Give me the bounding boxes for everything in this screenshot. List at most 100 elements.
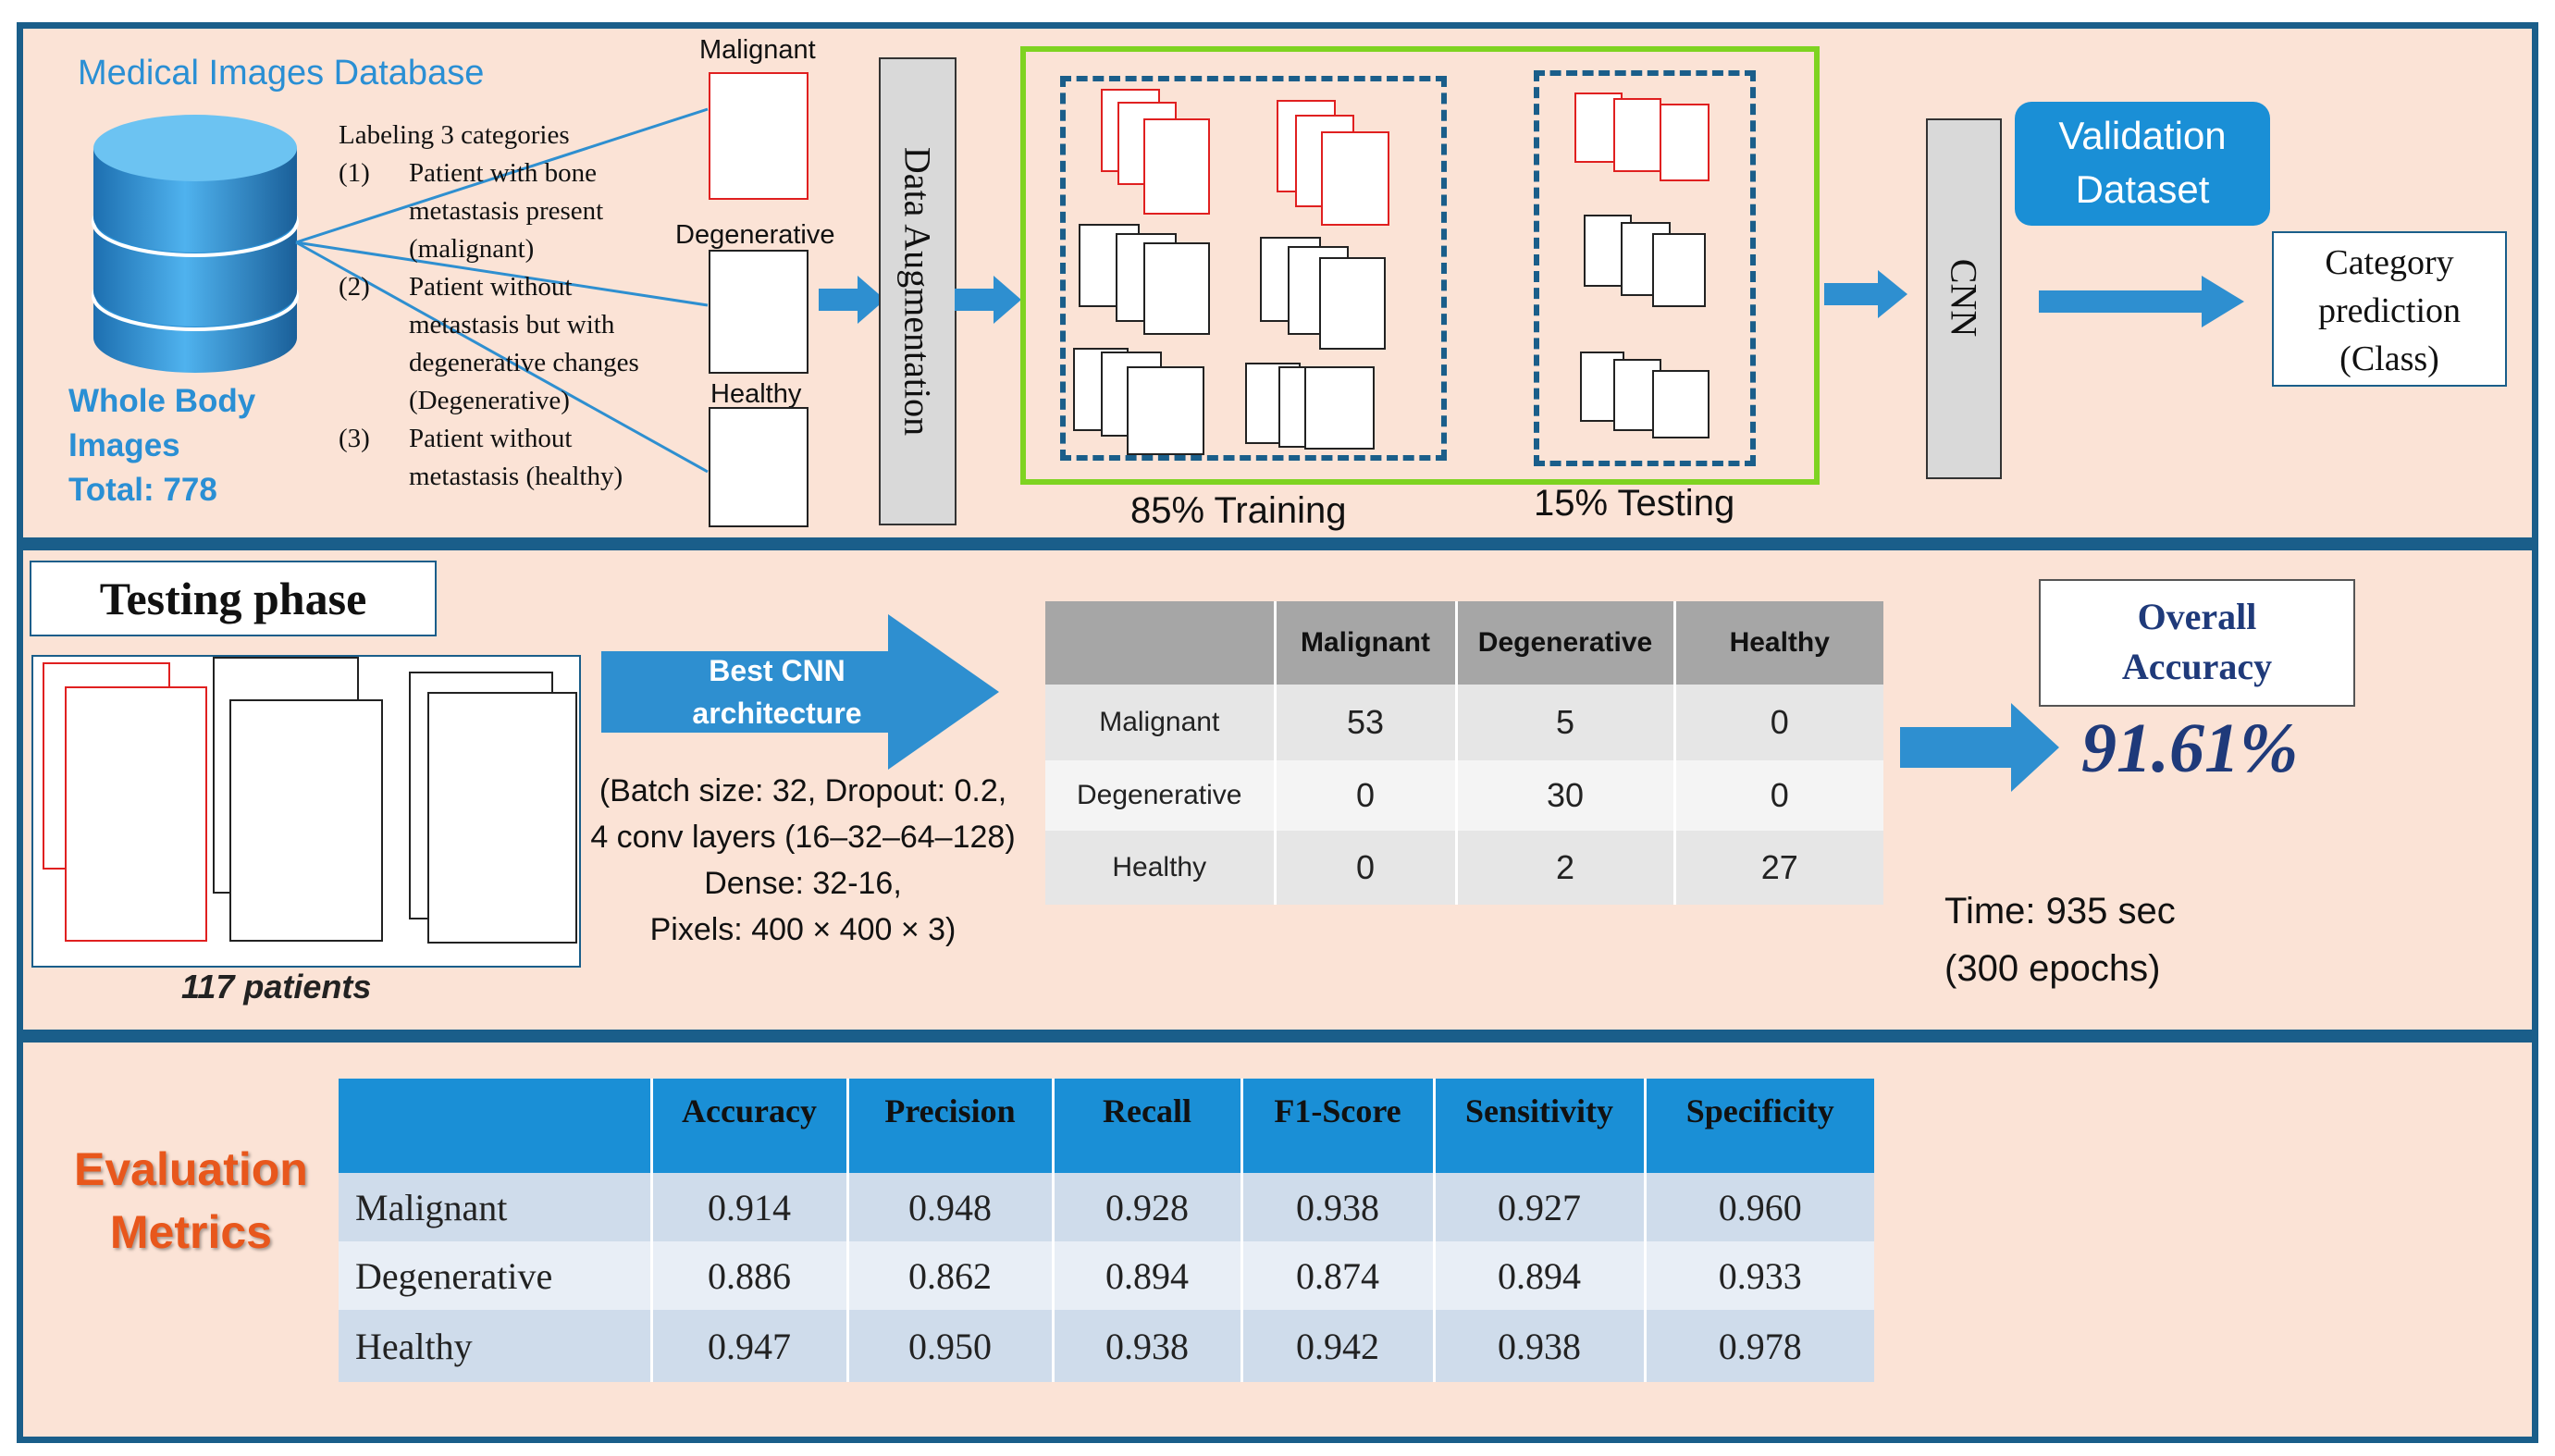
db-caption: Whole Body Images Total: 778 — [68, 383, 256, 508]
confusion-row-label: Malignant — [1045, 685, 1277, 760]
confusion-row-label: Degenerative — [1045, 760, 1277, 831]
db-title: Medical Images Database — [78, 54, 485, 93]
confusion-cell: 0 — [1275, 760, 1458, 831]
training-label: 85% Training — [1130, 490, 1347, 531]
metrics-cell: 0.894 — [1434, 1241, 1647, 1310]
confusion-header-cell — [1045, 601, 1277, 685]
metrics-cell: 0.933 — [1718, 1254, 1802, 1297]
thumb-label-degenerative: Degenerative — [675, 220, 835, 250]
metrics-cell: 0.874 — [1241, 1241, 1436, 1310]
database-icon — [92, 115, 299, 373]
training-scan-thumb — [1143, 242, 1210, 335]
arrow-to-prediction — [2039, 276, 2244, 327]
testing-set-box — [1534, 70, 1756, 466]
metrics-header-cell: Accuracy — [651, 1079, 849, 1173]
metrics-cell: 0.862 — [847, 1241, 1055, 1310]
confusion-cell: 30 — [1456, 760, 1676, 831]
augmentation-label: Data Augmentation — [896, 146, 939, 437]
confusion-row: Healthy 0 2 27 — [1045, 831, 1883, 905]
test-scan-thumb — [65, 686, 207, 942]
best-cnn-arrow — [601, 614, 999, 770]
testing-scan-thumb — [1652, 233, 1706, 307]
metrics-row: Malignant 0.914 0.948 0.928 0.938 0.927 … — [339, 1173, 1874, 1241]
test-scan-thumb — [229, 699, 383, 942]
metrics-cell: 0.948 — [847, 1173, 1055, 1241]
confusion-cell: 0 — [1275, 831, 1458, 905]
db-connector-lines — [295, 107, 709, 474]
test-scan-thumb — [427, 692, 577, 944]
cnn-label: CNN — [1943, 258, 1985, 338]
labeling-item-3: (3) Patient without metastasis (healthy) — [339, 424, 623, 491]
metrics-cell: 0.938 — [1241, 1173, 1436, 1241]
confusion-header-cell: Healthy — [1729, 627, 1830, 658]
confusion-header-cell: Degenerative — [1456, 601, 1676, 685]
confusion-cell: 27 — [1760, 848, 1798, 886]
confusion-header-cell: Malignant — [1275, 601, 1458, 685]
metrics-header-cell — [339, 1079, 653, 1173]
metrics-header-cell: Recall — [1053, 1079, 1243, 1173]
metrics-row-label: Healthy — [339, 1310, 653, 1382]
confusion-row: Degenerative 0 30 0 — [1045, 760, 1883, 831]
metrics-row: Degenerative 0.886 0.862 0.894 0.874 0.8… — [339, 1241, 1874, 1310]
metrics-header-cell: F1-Score — [1241, 1079, 1436, 1173]
validation-dataset-box: Validation Dataset — [2015, 102, 2270, 226]
patients-caption: 117 patients — [181, 968, 372, 1006]
confusion-cell: 0 — [1770, 776, 1789, 814]
labeling-item-1: (1) Patient with bone metastasis present… — [339, 158, 604, 264]
metrics-header-cell: Precision — [847, 1079, 1055, 1173]
labeling-text: Labeling 3 categories (1) Patient with b… — [339, 117, 690, 496]
confusion-cell: 53 — [1275, 685, 1458, 760]
metrics-cell: 0.886 — [651, 1241, 849, 1310]
arrow-to-cnn — [1824, 270, 1907, 318]
metrics-header-cell: Specificity — [1685, 1092, 1834, 1129]
training-time: Time: 935 sec (300 epochs) — [1944, 891, 2176, 989]
confusion-cell: 0 — [1770, 703, 1789, 741]
confusion-cell: 2 — [1456, 831, 1676, 905]
labeling-item-2: (2) Patient without metastasis but with … — [339, 272, 639, 415]
best-cnn-label: Best CNN architecture — [692, 654, 862, 730]
arrow-to-split — [955, 276, 1021, 324]
training-set-box — [1060, 76, 1447, 461]
testing-label: 15% Testing — [1534, 483, 1735, 524]
overall-accuracy-value: 91.61% — [2081, 709, 2299, 787]
metrics-cell: 0.938 — [1053, 1310, 1243, 1382]
metrics-cell: 0.978 — [1718, 1325, 1802, 1367]
training-scan-thumb — [1127, 366, 1204, 455]
metrics-cell: 0.928 — [1053, 1173, 1243, 1241]
metrics-row: Healthy 0.947 0.950 0.938 0.942 0.938 0.… — [339, 1310, 1874, 1382]
metrics-cell: 0.950 — [847, 1310, 1055, 1382]
metrics-header-cell: Sensitivity — [1434, 1079, 1647, 1173]
confusion-matrix: Malignant Degenerative Healthy Malignant… — [1045, 601, 1883, 905]
category-prediction-box: Category prediction (Class) — [2272, 231, 2507, 387]
confusion-row: Malignant 53 5 0 — [1045, 685, 1883, 760]
architecture-params: (Batch size: 32, Dropout: 0.2, 4 conv la… — [590, 773, 1016, 947]
metrics-cell: 0.914 — [651, 1173, 849, 1241]
metrics-cell: 0.894 — [1053, 1241, 1243, 1310]
testing-phase-title: Testing phase — [30, 561, 437, 636]
confusion-header-row: Malignant Degenerative Healthy — [1045, 601, 1883, 685]
arrow-to-augmentation — [819, 276, 885, 324]
overall-accuracy-box: Overall Accuracy — [2039, 579, 2355, 707]
training-scan-thumb — [1319, 257, 1386, 350]
training-scan-thumb — [1321, 131, 1389, 226]
metrics-row-label: Degenerative — [339, 1241, 653, 1310]
malignant-scan-thumb — [709, 72, 808, 200]
arrow-to-accuracy — [1900, 703, 2059, 792]
training-scan-thumb — [1304, 366, 1375, 450]
confusion-cell: 5 — [1456, 685, 1676, 760]
metrics-cell: 0.927 — [1434, 1173, 1647, 1241]
healthy-scan-thumb — [709, 407, 808, 527]
metrics-table: Accuracy Precision Recall F1-Score Sensi… — [339, 1079, 1874, 1382]
metrics-cell: 0.960 — [1718, 1186, 1802, 1228]
testing-scan-thumb — [1613, 98, 1661, 172]
metrics-header-row: Accuracy Precision Recall F1-Score Sensi… — [339, 1079, 1874, 1173]
metrics-row-label: Malignant — [339, 1173, 653, 1241]
dataset-split-box — [1020, 46, 1820, 485]
testing-scan-thumb — [1652, 370, 1710, 438]
training-scan-thumb — [1143, 118, 1210, 215]
degenerative-scan-thumb — [709, 250, 808, 374]
testing-scan-thumb — [1660, 104, 1710, 181]
confusion-row-label: Healthy — [1045, 831, 1277, 905]
metrics-cell: 0.947 — [651, 1310, 849, 1382]
metrics-cell: 0.938 — [1434, 1310, 1647, 1382]
